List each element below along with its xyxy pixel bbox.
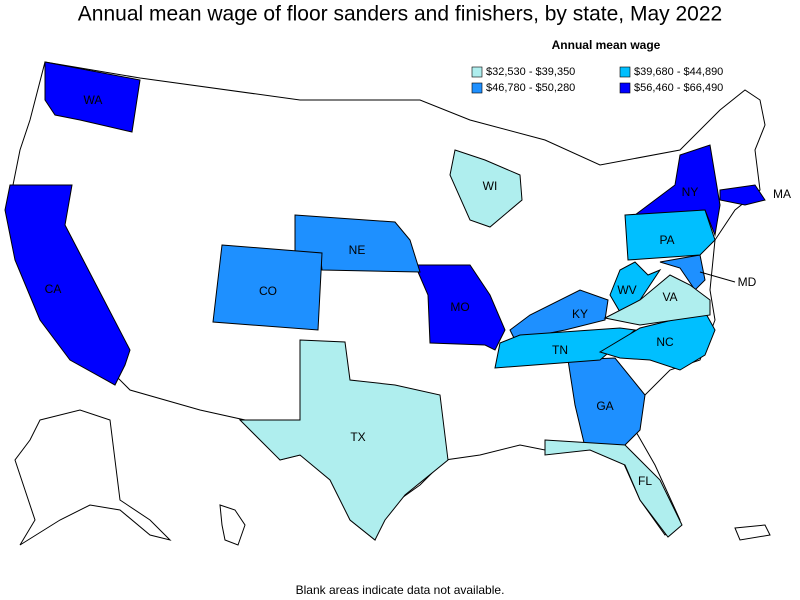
state-shape	[659, 254, 706, 291]
state-shape	[603, 274, 711, 326]
us-outline	[9, 61, 766, 541]
legend-swatch	[619, 82, 631, 94]
state-shape	[624, 209, 716, 261]
state-label: NE	[349, 243, 366, 257]
state-shape	[414, 264, 506, 351]
state-shape	[598, 311, 716, 371]
state-shape	[238, 339, 449, 541]
state-shape	[44, 61, 141, 133]
legend-swatch	[471, 82, 483, 94]
alaska	[14, 409, 172, 546]
state-label: MO	[450, 300, 469, 314]
state-shape	[494, 327, 637, 369]
state-label: WI	[483, 179, 498, 193]
legend-label: $46,780 - $50,280	[486, 82, 575, 94]
state-shape	[212, 244, 323, 331]
legend: $32,530 - $39,350 $39,680 - $44,890 $46,78…	[471, 66, 723, 94]
state-label: MA	[773, 187, 791, 201]
state-shape	[4, 184, 131, 386]
state-label: WV	[617, 283, 636, 297]
state-shape	[719, 184, 766, 206]
state-label: CO	[259, 284, 277, 298]
state-label: NC	[656, 335, 674, 349]
state-group: NE CO KY GA MD	[212, 214, 757, 448]
state-label: TX	[350, 430, 365, 444]
legend-swatch	[619, 66, 631, 78]
state-group: WI TX VA FL	[238, 149, 711, 541]
state-label: WA	[84, 93, 103, 107]
legend-title: Annual mean wage	[552, 38, 661, 52]
legend-label: $56,460 - $66,490	[634, 82, 723, 94]
state-label: NY	[682, 185, 699, 199]
state-label: FL	[638, 474, 652, 488]
puerto-rico	[734, 524, 771, 541]
leader-line	[699, 271, 736, 283]
state-label: PA	[659, 233, 674, 247]
state-group: WA CA MO NY MA	[4, 61, 791, 386]
legend-swatch	[471, 66, 483, 78]
state-label: KY	[572, 307, 588, 321]
state-shape	[544, 439, 683, 538]
state-label: GA	[596, 399, 613, 413]
state-shape	[449, 149, 523, 228]
state-label: VA	[662, 290, 677, 304]
hawaii	[219, 504, 246, 546]
legend-label: $39,680 - $44,890	[634, 66, 723, 78]
map-title: Annual mean wage of floor sanders and fi…	[78, 3, 722, 26]
legend-label: $32,530 - $39,350	[486, 66, 575, 78]
state-label: TN	[552, 343, 568, 357]
state-shape	[567, 357, 646, 448]
footnote: Blank areas indicate data not available.	[296, 583, 505, 597]
base-map	[9, 61, 771, 546]
state-group: PA WV TN NC	[494, 209, 716, 371]
state-label: MD	[738, 275, 757, 289]
state-label: CA	[45, 282, 62, 296]
